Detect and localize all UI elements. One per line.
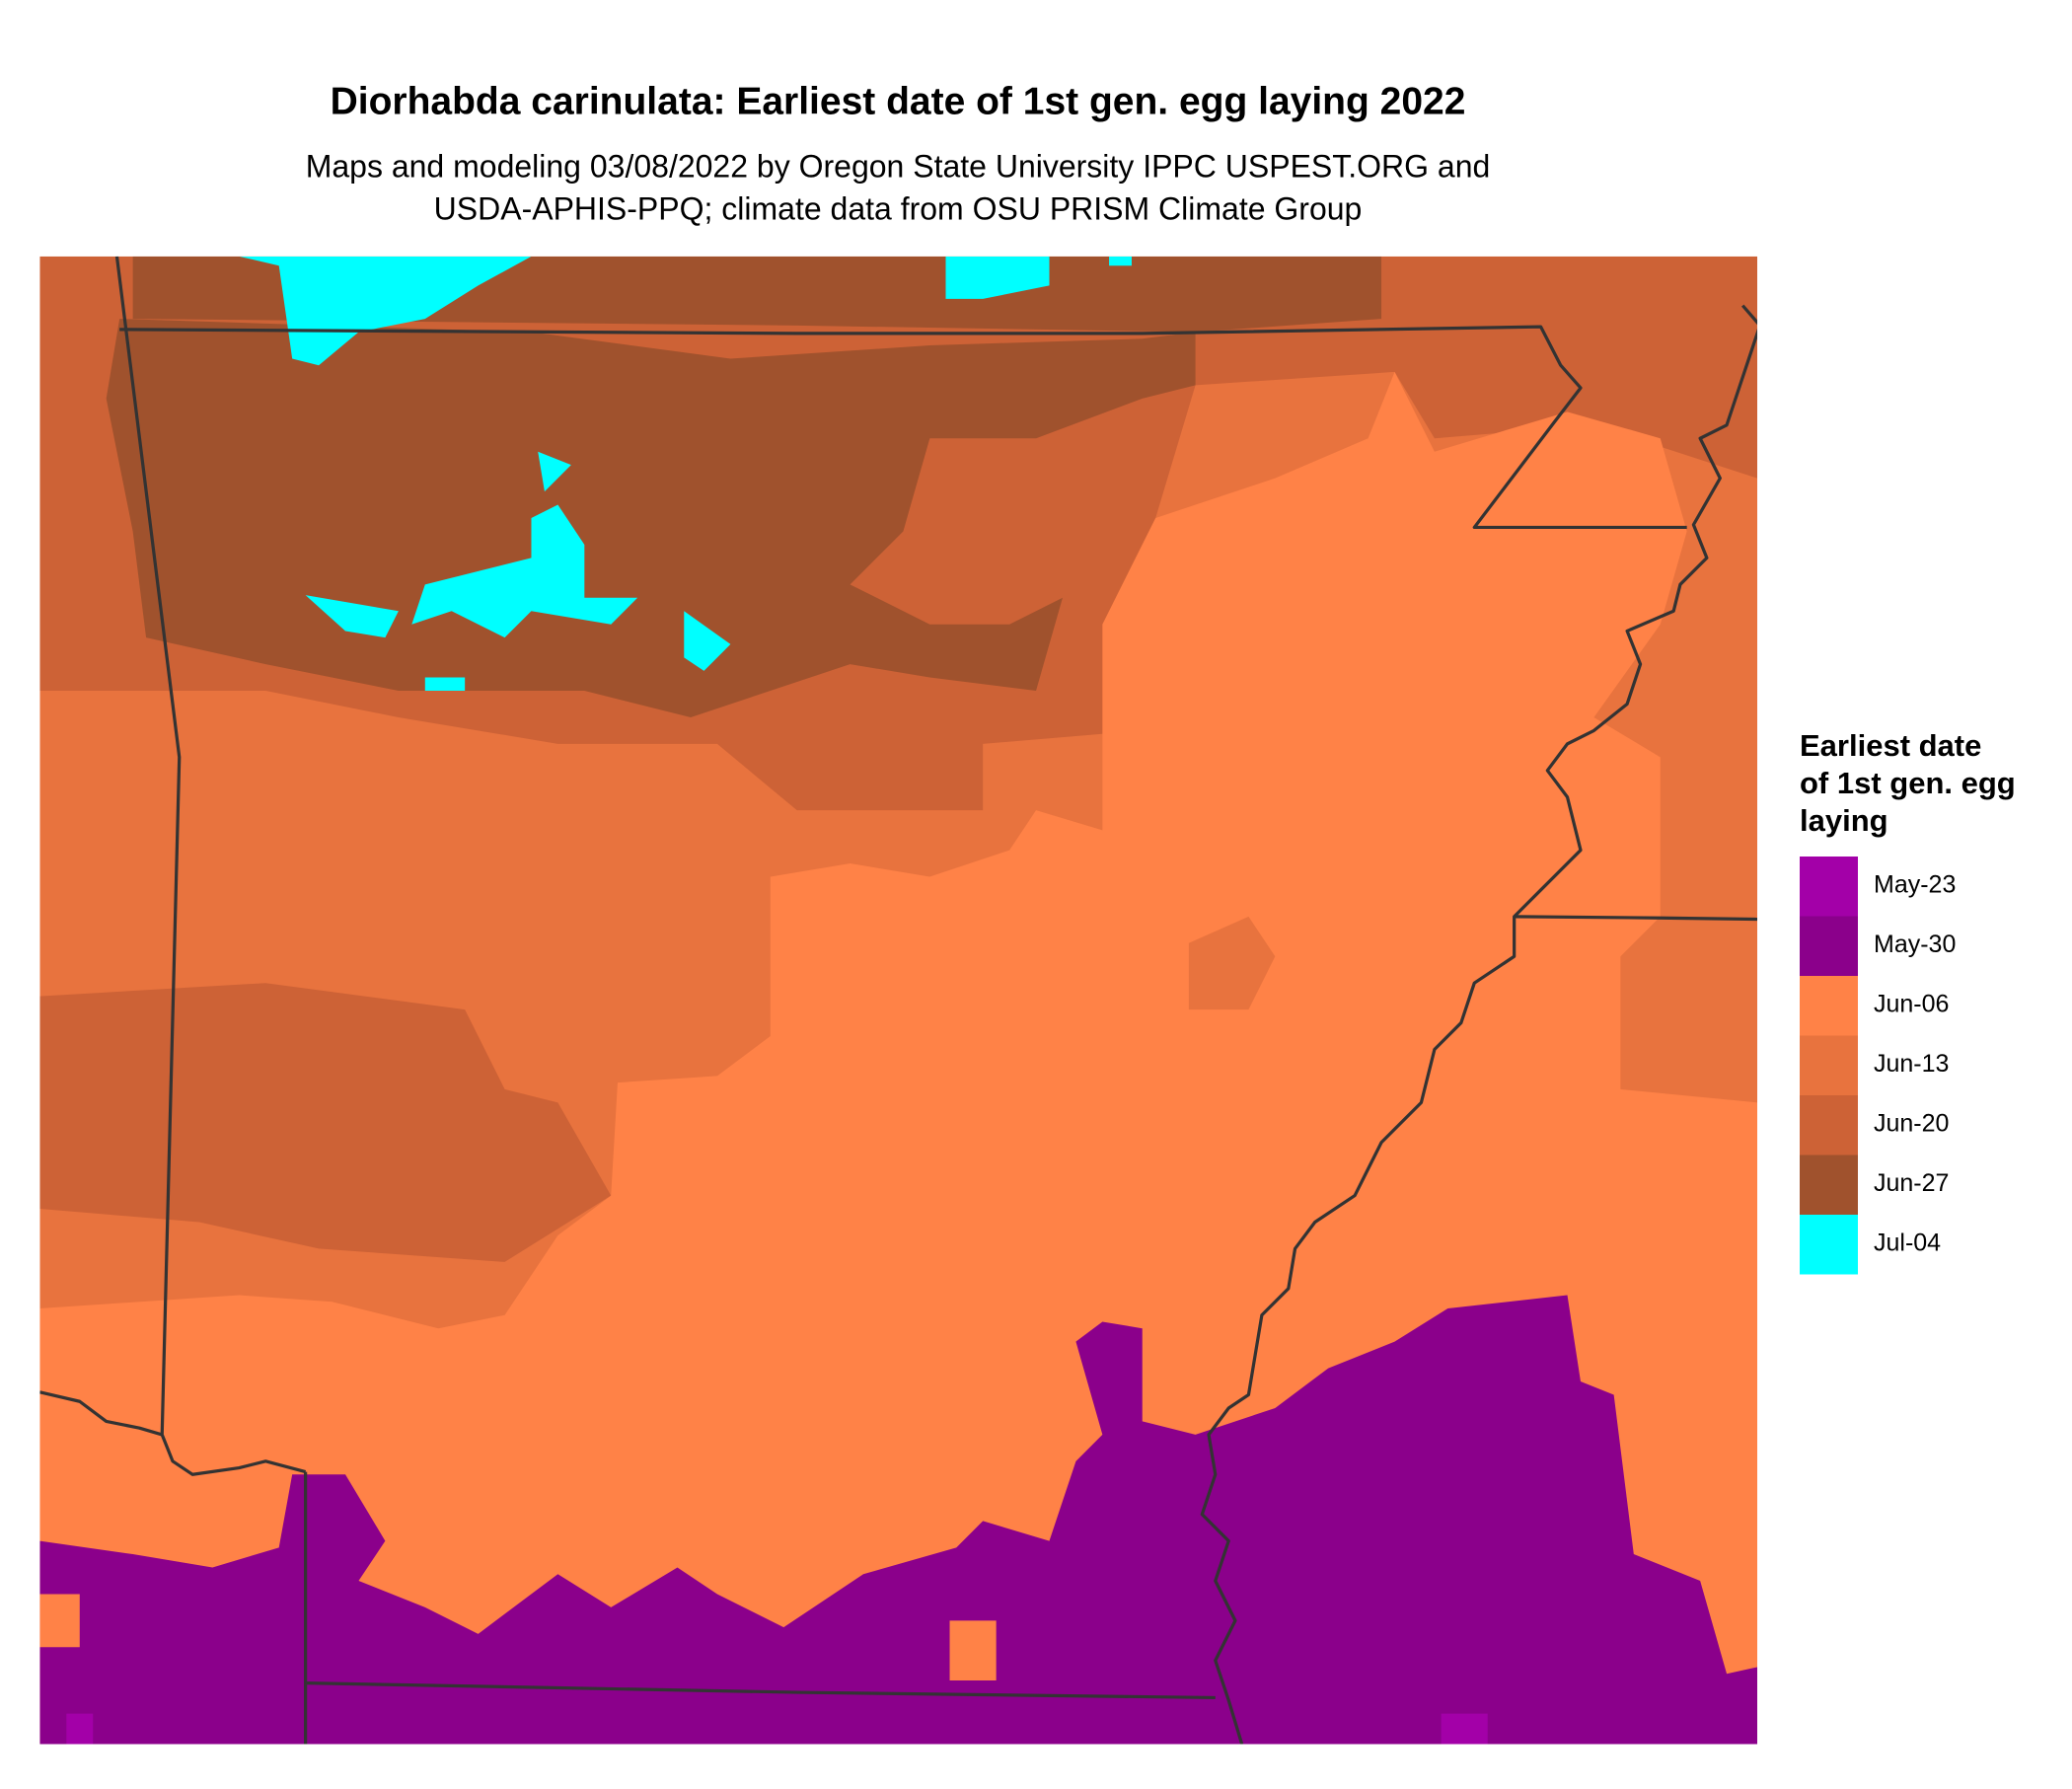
region xyxy=(538,451,571,492)
legend-label: Jun-13 xyxy=(1874,1050,1949,1078)
border xyxy=(305,1681,1216,1700)
legend-swatch xyxy=(1800,916,1858,976)
legend-swatch xyxy=(1800,857,1858,917)
border xyxy=(119,325,1687,530)
border xyxy=(114,256,307,1476)
subtitle: USDA-APHIS-PPQ; climate data from OSU PR… xyxy=(434,190,1363,226)
legend-label: Jun-27 xyxy=(1874,1169,1949,1197)
legend-label: May-23 xyxy=(1874,871,1956,899)
region xyxy=(239,256,532,366)
legend-label: Jun-20 xyxy=(1874,1110,1949,1138)
legend-title: of 1st gen. egg xyxy=(1800,766,2016,800)
legend-title: laying xyxy=(1800,803,1888,838)
legend-label: Jun-06 xyxy=(1874,991,1949,1018)
legend-swatch xyxy=(1800,1035,1858,1095)
region xyxy=(424,677,466,692)
region xyxy=(1188,916,1276,1010)
legend-swatch xyxy=(1800,1155,1858,1215)
legend: May-23 May-30 Jun-06 Jun-13 Jun-20 Jun-27 Jul-… xyxy=(1800,857,1956,1275)
legend-label: May-30 xyxy=(1874,931,1956,958)
region xyxy=(305,595,399,638)
legend-swatch xyxy=(1800,1095,1858,1155)
region xyxy=(945,256,1050,299)
legend-title: Earliest date xyxy=(1800,728,1981,763)
region xyxy=(39,1594,80,1648)
region xyxy=(39,983,612,1262)
legend-swatch xyxy=(1800,1215,1858,1275)
map xyxy=(39,256,1758,1745)
title: Diorhabda carinulata: Earliest date of 1… xyxy=(331,80,1466,122)
border xyxy=(39,1390,163,1437)
region xyxy=(411,504,638,638)
legend-label: Jul-04 xyxy=(1874,1230,1941,1257)
subtitle: Maps and modeling 03/08/2022 by Oregon S… xyxy=(306,148,1491,184)
region xyxy=(39,1295,1758,1745)
legend-swatch xyxy=(1800,976,1858,1036)
region xyxy=(1109,256,1132,266)
border xyxy=(1200,304,1758,1745)
region xyxy=(949,1620,997,1680)
border xyxy=(1514,915,1758,922)
region xyxy=(66,1713,94,1745)
region xyxy=(1441,1713,1488,1745)
